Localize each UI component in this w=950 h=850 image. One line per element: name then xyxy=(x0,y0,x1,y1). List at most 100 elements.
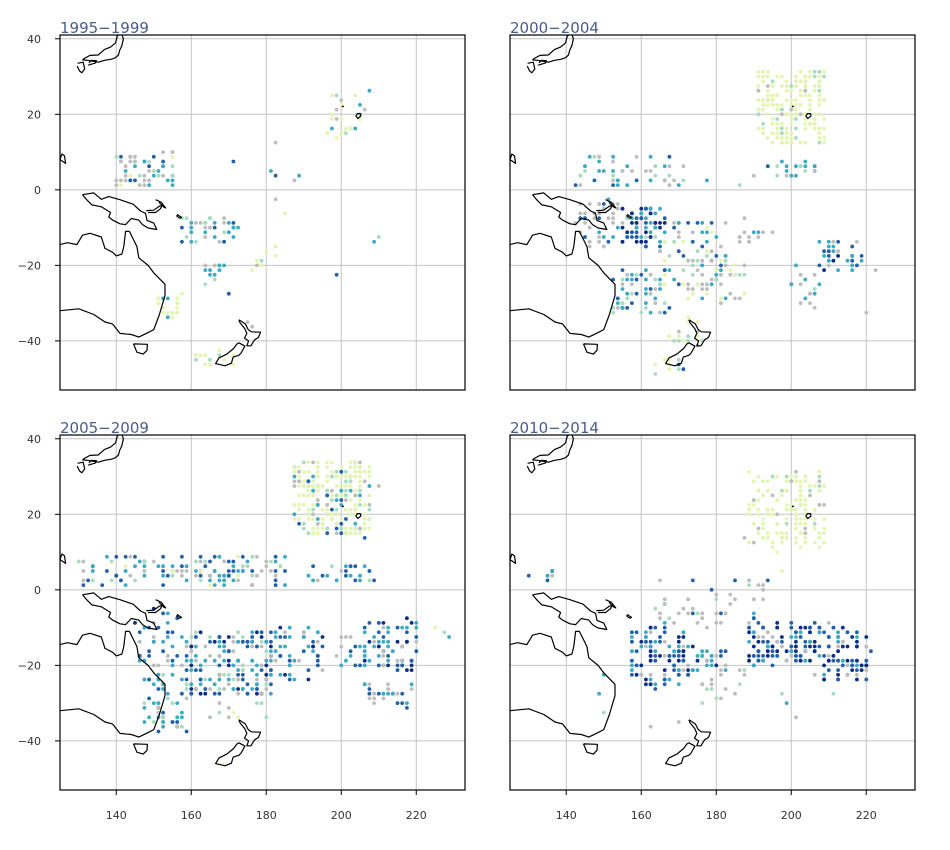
observation-point xyxy=(630,221,634,225)
observation-point xyxy=(662,164,667,169)
observation-point xyxy=(780,103,784,107)
observation-point xyxy=(658,244,662,249)
observation-point xyxy=(226,682,231,687)
observation-point xyxy=(794,540,798,545)
observation-points xyxy=(526,469,873,729)
observation-point xyxy=(306,479,311,484)
observation-point xyxy=(184,569,189,573)
observation-point xyxy=(794,512,798,517)
observation-point xyxy=(653,372,658,376)
observation-point xyxy=(311,564,315,569)
observation-point xyxy=(208,272,212,277)
observation-point xyxy=(362,107,367,112)
observation-point xyxy=(784,503,789,507)
observation-point xyxy=(231,687,236,691)
observation-point xyxy=(648,672,653,677)
observation-point xyxy=(170,310,175,315)
observation-point xyxy=(798,112,803,117)
observation-point xyxy=(836,249,840,254)
observation-point xyxy=(147,654,152,658)
observation-point xyxy=(208,639,212,644)
observation-point xyxy=(311,649,315,654)
observation-point xyxy=(789,98,794,102)
observation-point xyxy=(367,569,372,573)
observation-point xyxy=(119,154,123,159)
observation-point xyxy=(709,663,714,668)
observation-point xyxy=(269,672,273,677)
observation-point xyxy=(311,639,315,644)
observation-point xyxy=(672,663,676,668)
observation-point xyxy=(765,654,770,658)
observation-point xyxy=(189,239,194,244)
observation-point xyxy=(353,521,358,526)
observation-point xyxy=(273,569,278,573)
observation-point xyxy=(775,498,780,502)
observation-point xyxy=(822,654,826,658)
observation-point xyxy=(400,691,405,696)
observation-point xyxy=(639,310,644,315)
observation-point xyxy=(789,121,794,126)
observation-point xyxy=(690,230,695,235)
observation-point xyxy=(311,578,315,583)
observation-point xyxy=(789,654,794,658)
observation-point xyxy=(597,235,601,239)
observation-point xyxy=(151,701,156,705)
y-tick-label: −40 xyxy=(18,335,41,348)
observation-point xyxy=(142,559,147,564)
observation-point xyxy=(344,635,348,639)
observation-point xyxy=(803,625,808,630)
observation-point xyxy=(306,507,311,512)
observation-point xyxy=(330,112,334,117)
observation-point xyxy=(306,469,311,474)
observation-point xyxy=(662,625,667,630)
observation-point xyxy=(789,625,794,630)
coastline-kauai xyxy=(791,505,794,508)
observation-point xyxy=(761,587,765,592)
observation-point xyxy=(217,644,222,649)
observation-point xyxy=(789,479,794,484)
observation-point xyxy=(822,126,826,131)
y-tick-label: 0 xyxy=(34,584,41,597)
observation-point xyxy=(822,98,826,102)
observation-point xyxy=(840,625,845,630)
observation-point xyxy=(850,635,855,639)
observation-point xyxy=(859,258,864,263)
observation-point xyxy=(325,573,330,578)
observation-point xyxy=(634,221,639,225)
observation-point xyxy=(161,554,166,559)
panel-title: 1995−1999 xyxy=(60,19,149,37)
observation-point xyxy=(765,649,770,654)
observation-point xyxy=(737,668,742,672)
observation-point xyxy=(780,540,784,545)
observation-point xyxy=(114,573,119,578)
observation-point xyxy=(719,244,723,249)
observation-point xyxy=(283,211,287,216)
observation-point xyxy=(348,654,353,658)
observation-point xyxy=(606,216,611,221)
observation-point xyxy=(719,649,723,654)
observation-point xyxy=(770,121,775,126)
observation-point xyxy=(681,282,686,287)
observation-point xyxy=(676,639,681,644)
observation-point xyxy=(822,531,826,536)
observation-point xyxy=(311,474,315,479)
observation-point xyxy=(803,277,808,282)
observation-point xyxy=(315,460,320,465)
observation-point xyxy=(175,310,180,315)
observation-point xyxy=(620,239,625,244)
observation-point xyxy=(812,112,817,117)
observation-point xyxy=(372,701,376,705)
observation-point xyxy=(226,221,231,225)
observation-point xyxy=(798,79,803,84)
observation-point xyxy=(240,635,245,639)
observation-point xyxy=(339,488,344,493)
observation-point xyxy=(770,131,775,136)
observation-point xyxy=(203,677,208,682)
observation-point xyxy=(653,173,658,178)
observation-point xyxy=(362,682,367,687)
observation-point xyxy=(165,635,170,639)
observation-point xyxy=(133,154,137,159)
observation-point xyxy=(231,649,236,654)
observation-point xyxy=(226,649,231,654)
observation-point xyxy=(648,287,653,291)
